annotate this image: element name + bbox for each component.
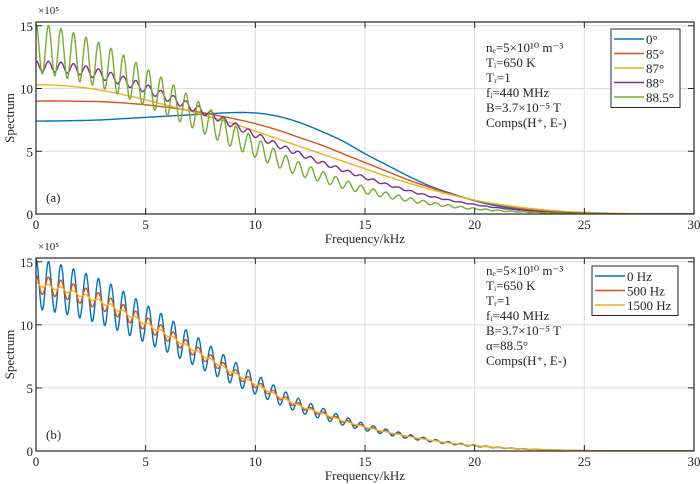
parameter-annotation: Comps(H⁺, E-): [486, 115, 567, 130]
legend-label: 1500 Hz: [627, 298, 672, 313]
y-tick-label: 0: [27, 207, 34, 222]
parameter-annotation: α=88.5°: [486, 338, 528, 353]
parameter-annotation: Comps(H⁺, E-): [486, 353, 567, 368]
x-tick-label: 10: [249, 217, 262, 232]
x-axis-label: Frequency/kHz: [325, 231, 405, 246]
parameter-annotation: Tᵢ=650 K: [486, 278, 536, 293]
legend-label: 88.5°: [646, 90, 674, 105]
x-tick-label: 25: [578, 217, 591, 232]
y-tick-label: 5: [27, 144, 34, 159]
x-tick-label: 15: [359, 454, 372, 469]
legend-label: 0°: [646, 32, 658, 47]
x-tick-label: 15: [359, 217, 372, 232]
x-tick-label: 5: [142, 454, 149, 469]
parameter-annotation: fᵢ=440 MHz: [486, 85, 549, 100]
x-tick-label: 25: [578, 454, 591, 469]
y-tick-label: 0: [27, 444, 34, 459]
y-axis-label: Spectrum: [2, 330, 17, 380]
x-tick-label: 30: [688, 217, 700, 232]
panel-label: (a): [46, 190, 60, 205]
parameter-annotation: B=3.7×10⁻⁵ T: [486, 323, 561, 338]
x-tick-label: 5: [142, 217, 149, 232]
x-tick-label: 20: [468, 217, 481, 232]
y-tick-label: 15: [20, 19, 33, 34]
x-tick-label: 10: [249, 454, 262, 469]
parameter-annotation: Tᵣ=1: [486, 293, 511, 308]
panel-label: (b): [46, 427, 61, 442]
parameter-annotation: nₑ=5×10¹⁰ m⁻³: [486, 263, 563, 278]
legend-label: 85°: [646, 47, 664, 62]
parameter-annotation: B=3.7×10⁻⁵ T: [486, 100, 561, 115]
parameter-annotation: Tᵢ=650 K: [486, 55, 536, 70]
y-axis-label: Spectrum: [2, 93, 17, 143]
x-tick-label: 0: [33, 454, 40, 469]
parameter-annotation: nₑ=5×10¹⁰ m⁻³: [486, 40, 563, 55]
legend-label: 88°: [646, 76, 664, 91]
y-tick-label: 10: [20, 318, 33, 333]
y-multiplier: ×10⁵: [38, 241, 59, 253]
x-tick-label: 30: [688, 454, 700, 469]
y-tick-label: 15: [20, 255, 33, 270]
y-tick-label: 5: [27, 381, 34, 396]
x-axis-label: Frequency/kHz: [325, 468, 405, 483]
legend-label: 500 Hz: [627, 284, 665, 299]
x-tick-label: 0: [33, 217, 40, 232]
legend-label: 87°: [646, 61, 664, 76]
parameter-annotation: fᵢ=440 MHz: [486, 308, 549, 323]
legend-label: 0 Hz: [627, 269, 652, 284]
y-tick-label: 10: [20, 82, 33, 97]
y-multiplier: ×10⁵: [38, 5, 59, 17]
legend-box: [591, 265, 679, 316]
parameter-annotation: Tᵣ=1: [486, 70, 511, 85]
x-tick-label: 20: [468, 454, 481, 469]
